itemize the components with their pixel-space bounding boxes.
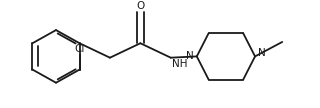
Text: N: N — [187, 51, 194, 61]
Text: O: O — [136, 1, 145, 11]
Text: NH: NH — [172, 59, 187, 69]
Text: Cl: Cl — [74, 44, 85, 54]
Text: N: N — [258, 48, 265, 58]
